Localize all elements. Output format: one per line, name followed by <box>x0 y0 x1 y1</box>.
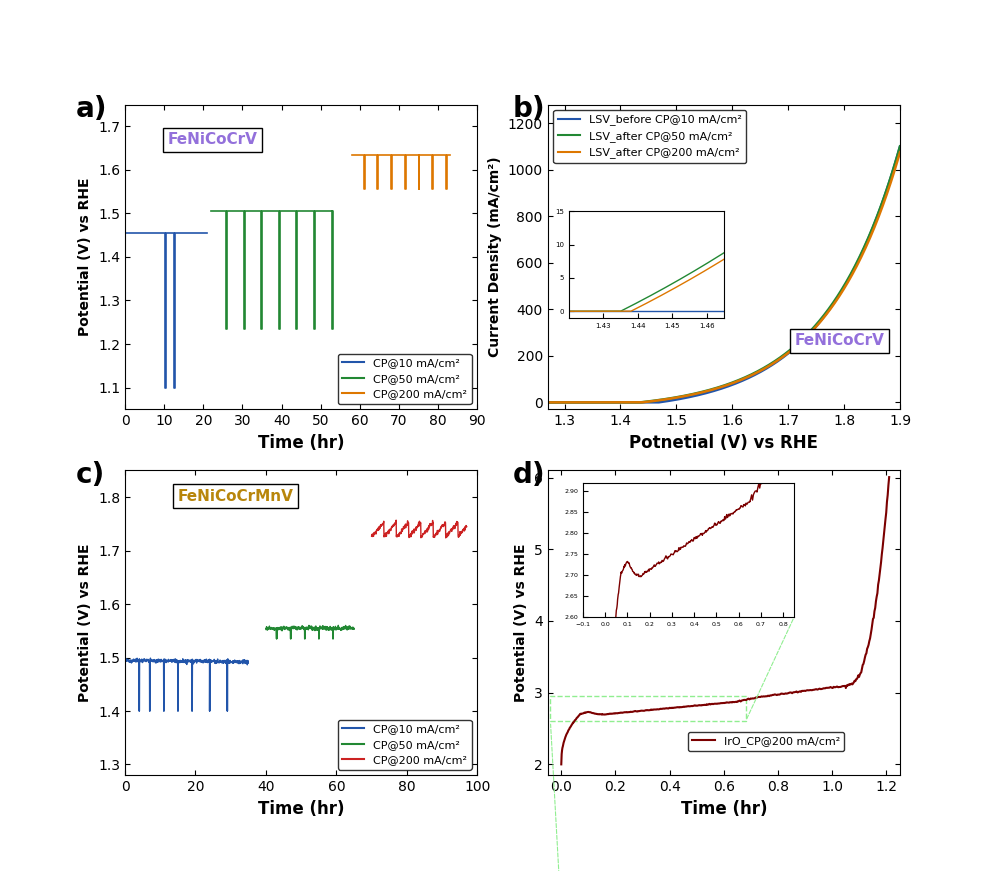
Y-axis label: Potential (V) vs RHE: Potential (V) vs RHE <box>78 544 92 702</box>
Bar <box>550 696 746 721</box>
Text: FeNiCoCrV: FeNiCoCrV <box>167 132 257 147</box>
Legend: LSV_before CP@10 mA/cm², LSV_after CP@50 mA/cm², LSV_after CP@200 mA/cm²: LSV_before CP@10 mA/cm², LSV_after CP@50… <box>553 110 746 163</box>
Y-axis label: Potential (V) vs RHE: Potential (V) vs RHE <box>78 178 92 336</box>
X-axis label: Time (hr): Time (hr) <box>681 800 767 818</box>
X-axis label: Potnetial (V) vs RHE: Potnetial (V) vs RHE <box>629 434 818 452</box>
Text: FeNiCoCrV: FeNiCoCrV <box>794 334 884 348</box>
Legend: IrO_CP@200 mA/cm²: IrO_CP@200 mA/cm² <box>688 732 844 752</box>
Text: d): d) <box>512 462 545 490</box>
Legend: CP@10 mA/cm², CP@50 mA/cm², CP@200 mA/cm²: CP@10 mA/cm², CP@50 mA/cm², CP@200 mA/cm… <box>338 354 472 404</box>
Legend: CP@10 mA/cm², CP@50 mA/cm², CP@200 mA/cm²: CP@10 mA/cm², CP@50 mA/cm², CP@200 mA/cm… <box>338 719 472 770</box>
Y-axis label: Potential (V) vs RHE: Potential (V) vs RHE <box>514 544 528 702</box>
Y-axis label: Current Density (mA/cm²): Current Density (mA/cm²) <box>488 157 502 357</box>
Text: FeNiCoCrMnV: FeNiCoCrMnV <box>178 489 294 503</box>
Text: b): b) <box>512 96 545 124</box>
X-axis label: Time (hr): Time (hr) <box>258 800 344 818</box>
Text: c): c) <box>76 462 105 490</box>
X-axis label: Time (hr): Time (hr) <box>258 434 344 452</box>
Text: a): a) <box>76 96 107 124</box>
